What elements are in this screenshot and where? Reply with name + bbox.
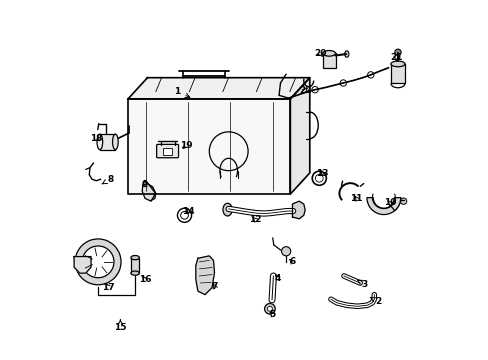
Ellipse shape xyxy=(131,271,139,275)
Text: 22: 22 xyxy=(298,86,311,95)
Text: 4: 4 xyxy=(274,274,281,283)
Bar xyxy=(390,64,404,83)
Ellipse shape xyxy=(112,134,118,150)
Bar xyxy=(163,148,171,155)
Text: 3: 3 xyxy=(357,280,367,289)
Circle shape xyxy=(267,306,272,311)
Polygon shape xyxy=(195,256,214,294)
Text: 6: 6 xyxy=(288,257,295,266)
Wedge shape xyxy=(75,239,121,285)
Circle shape xyxy=(394,49,400,55)
Polygon shape xyxy=(292,201,305,219)
Text: 10: 10 xyxy=(383,198,395,207)
Text: 11: 11 xyxy=(350,194,362,203)
Text: 20: 20 xyxy=(313,49,326,58)
Text: 17: 17 xyxy=(102,283,115,292)
Ellipse shape xyxy=(322,50,335,56)
Text: 19: 19 xyxy=(180,141,192,150)
Polygon shape xyxy=(128,78,309,99)
Text: 9: 9 xyxy=(141,180,147,189)
Bar xyxy=(322,53,335,68)
Bar xyxy=(131,258,139,273)
Ellipse shape xyxy=(131,256,139,260)
Text: 15: 15 xyxy=(114,320,126,332)
Ellipse shape xyxy=(97,134,102,150)
Polygon shape xyxy=(74,257,91,273)
Polygon shape xyxy=(290,78,309,194)
Text: 16: 16 xyxy=(139,275,151,284)
Text: 5: 5 xyxy=(269,310,275,319)
Polygon shape xyxy=(142,181,155,201)
Text: 2: 2 xyxy=(369,297,381,306)
Wedge shape xyxy=(390,198,400,211)
Text: 12: 12 xyxy=(248,215,261,224)
Polygon shape xyxy=(128,99,290,194)
Text: 13: 13 xyxy=(315,169,328,178)
Ellipse shape xyxy=(344,51,348,57)
Text: 1: 1 xyxy=(174,87,189,98)
Ellipse shape xyxy=(390,61,404,67)
Text: 18: 18 xyxy=(90,134,102,143)
Text: 8: 8 xyxy=(102,175,113,184)
Ellipse shape xyxy=(223,203,232,216)
Text: 14: 14 xyxy=(182,207,195,216)
Circle shape xyxy=(400,198,406,204)
FancyBboxPatch shape xyxy=(156,144,178,158)
Wedge shape xyxy=(366,198,400,215)
Circle shape xyxy=(264,303,275,314)
Circle shape xyxy=(281,247,290,256)
Bar xyxy=(100,134,115,150)
Text: 21: 21 xyxy=(389,53,402,62)
Text: 7: 7 xyxy=(211,282,217,291)
